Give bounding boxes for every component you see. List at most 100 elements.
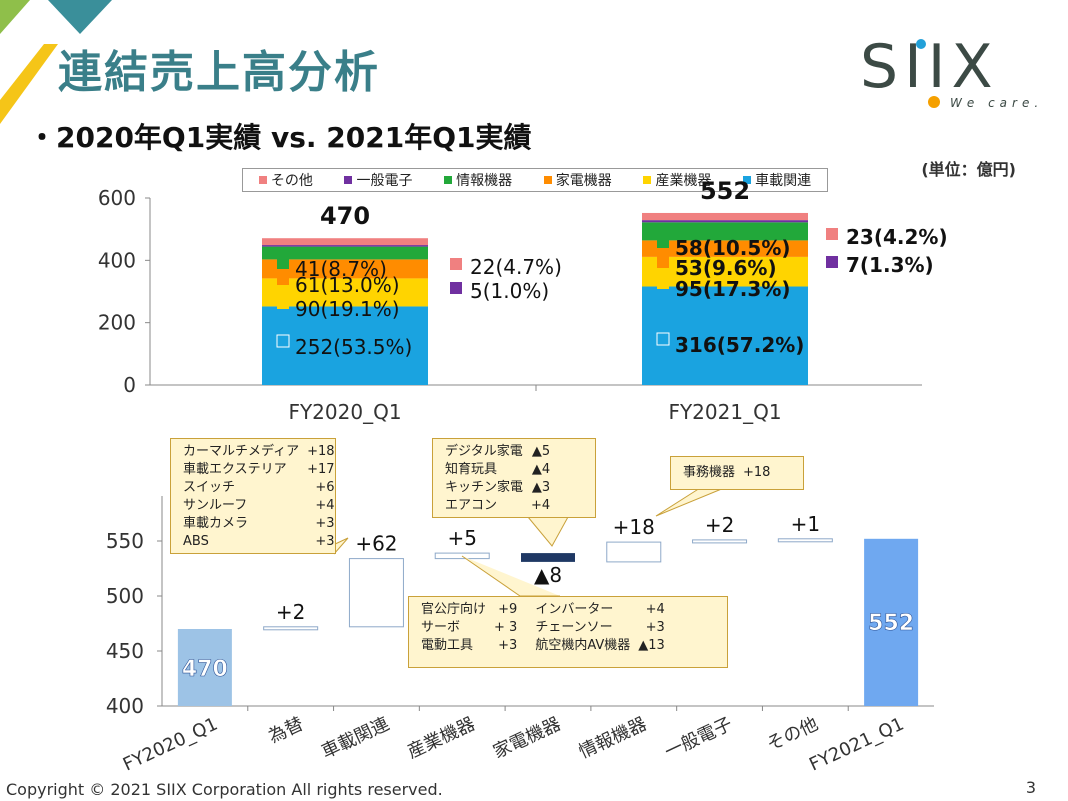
callout-value: +18 [743,465,771,480]
wf-y-tick-label: 550 [106,529,144,553]
legend-item: 車載関連 [743,170,811,190]
callout-item: カーマルチメディア [183,444,300,459]
callout-item: サーボ [421,620,461,635]
callout-value: +4 [645,602,665,617]
wf-category-label: 為替 [265,713,307,747]
wf-delta-label: +1 [791,512,820,536]
legend-swatch [543,176,552,184]
bar-total-label: 470 [320,202,370,230]
bar-data-label: 252(53.5%) [295,335,412,359]
callout-value: +6 [315,480,335,495]
legend-label: 一般電子 [356,173,413,189]
callout-item: 航空機内AV機器 [535,638,631,653]
legend-label: 産業機器 [655,173,712,189]
logo-tagline: We care. [950,96,1044,110]
bar-outside-marker [450,258,462,270]
wf-category-label: FY2020_Q1 [120,713,221,775]
callout-item: 車載エクステリア [183,462,287,477]
callout-item: 知育玩具 [445,462,498,477]
callout-item: スイッチ [183,480,236,495]
wf-category-label: FY2021_Q1 [806,713,907,775]
callout-value: ▲4 [531,462,551,477]
bar-data-label: 90(19.1%) [295,297,400,321]
wf-delta-label: +18 [613,515,655,539]
bar-data-label: 53(9.6%) [675,256,777,280]
legend-swatch [643,176,652,184]
copyright: Copyright © 2021 SIIX Corporation All ri… [6,780,443,799]
bar-data-label: 61(13.0%) [295,273,400,297]
callout-auto-table: カーマルチメディア +18 車載エクステリア +17 スイッチ +6 サンルーフ +4 車載カメ… [179,443,349,551]
wf-total-bar [177,629,232,706]
callout-value: +3 [315,534,335,549]
bar-segment [642,240,808,257]
bar-segment [262,306,428,385]
wf-y-tick-label: 500 [106,584,144,608]
bar-category-label: FY2021_Q1 [668,400,781,424]
wf-delta-label: +62 [355,532,397,556]
bar-outside-label: 5(1.0%) [470,279,549,303]
bar-outside-label: 22(4.7%) [470,255,562,279]
callout-item: インバーター [535,602,614,617]
bar-segment [642,222,808,241]
bar-outside-label: 7(1.3%) [846,253,934,277]
callout-row: ABS +3 [179,533,349,551]
yellow-stripe [0,44,58,124]
wf-delta-label: +2 [705,513,734,537]
callout-row: カーマルチメディア +18 [179,443,349,461]
bar-y-tick-label: 600 [98,186,136,210]
callout-item: 電動工具 [421,638,474,653]
wf-increase-bar [692,539,748,544]
callout-item: デジタル家電 [445,444,523,459]
header-decoration [0,0,112,124]
callout-appliance-table: デジタル家電 ▲5 知育玩具 ▲4 キッチン家電 ▲3 エアコン +4 [441,443,564,515]
green-triangle [0,0,30,34]
callout-info-pointer [655,487,725,517]
bar-outside-marker [450,282,462,294]
bar-segment [262,238,428,246]
bar-segment [262,259,428,279]
callout-appliance: デジタル家電 ▲5 知育玩具 ▲4 キッチン家電 ▲3 エアコン +4 [432,438,596,518]
wf-total-label: 470 [182,657,228,682]
callout-value: + 3 [494,620,518,635]
bar-y-tick-label: 0 [123,373,136,397]
page-subtitle: ・2020年Q1実績 vs. 2021年Q1実績 [28,121,532,154]
bar-label-marker [656,332,670,346]
teal-triangle [48,0,112,34]
bar-data-label: 41(8.7%) [295,257,387,281]
callout-info: 事務機器 +18 [670,456,804,490]
wf-delta-label: +5 [447,526,476,550]
bar-label-marker [277,297,289,309]
callout-value: +4 [315,498,335,513]
chart-legend: その他 一般電子 情報機器 家電機器 産業機器 車載関連 [242,168,828,192]
bar-category-label: FY2020_Q1 [288,400,401,424]
legend-label: その他 [270,173,313,189]
bar-segment [642,220,808,223]
callout-item: 官公庁向け [421,602,487,617]
wf-category-label: 家電機器 [490,713,564,762]
callout-item: 事務機器 [683,465,736,480]
callout-row: デジタル家電 ▲5 [441,443,564,461]
wf-increase-bar [777,538,833,543]
unit-label: (単位：億円) [921,160,1016,179]
callout-row: 官公庁向け +9 インバーター +4 [417,601,679,619]
callout-row: スイッチ +6 [179,479,349,497]
logo-blue-dot [916,39,926,49]
legend-item: 一般電子 [344,170,412,190]
bar-data-label: 95(17.3%) [675,277,791,301]
bar-label-marker [657,236,669,248]
callout-row: 電動工具 +3 航空機内AV機器 ▲13 [417,637,679,655]
wf-decrease-bar [521,553,575,562]
legend-label: 家電機器 [555,173,612,189]
bar-outside-label: 23(4.2%) [846,225,948,249]
legend-label: 情報機器 [456,173,513,189]
bar-segment [262,245,428,247]
callout-appliance-pointer [527,516,569,547]
wf-category-label: 一般電子 [662,713,736,762]
legend-swatch [743,176,752,184]
callout-value: ▲13 [638,638,665,653]
wf-total-bar [864,538,919,706]
callout-row: 車載カメラ +3 [179,515,349,533]
bar-label-marker [657,256,669,268]
callout-item: キッチン家電 [445,480,524,495]
wf-total-label: 552 [868,611,914,636]
